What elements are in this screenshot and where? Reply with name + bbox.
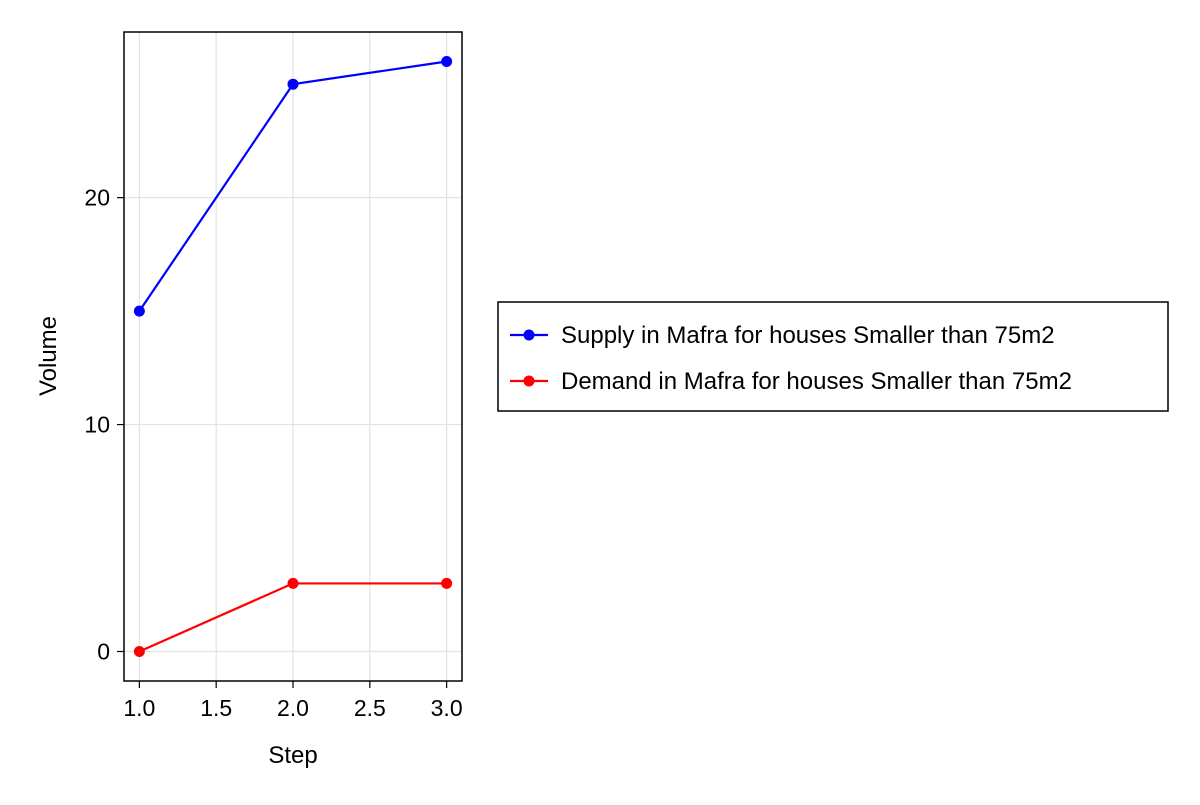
legend-box xyxy=(497,301,1169,412)
y-tick-label: 10 xyxy=(84,412,110,438)
y-tick-label: 0 xyxy=(97,639,110,665)
x-tick-label: 3.0 xyxy=(431,695,463,721)
data-point xyxy=(287,78,299,90)
ticks: 1.0 1.5 2.0 2.5 3.0 0 10 20 xyxy=(84,185,462,721)
y-tick-label: 20 xyxy=(84,185,110,211)
x-tick-label: 1.5 xyxy=(200,695,232,721)
legend-label: Demand in Mafra for houses Smaller than … xyxy=(561,368,1072,395)
legend: Supply in Mafra for houses Smaller than … xyxy=(497,301,1169,412)
data-point xyxy=(133,646,145,657)
grid xyxy=(124,32,462,681)
legend-swatch-marker xyxy=(523,329,535,341)
legend-entries: Supply in Mafra for houses Smaller than … xyxy=(510,322,1072,395)
data-point xyxy=(441,56,453,67)
y-axis-label: Volume xyxy=(35,316,62,396)
x-axis-label: Step xyxy=(268,742,317,769)
data-point xyxy=(133,305,145,317)
x-tick-label: 2.5 xyxy=(354,695,386,721)
data-point xyxy=(287,577,299,589)
x-tick-label: 1.0 xyxy=(123,695,155,721)
x-tick-label: 2.0 xyxy=(277,695,309,721)
data-point xyxy=(441,577,453,589)
legend-label: Supply in Mafra for houses Smaller than … xyxy=(561,322,1055,349)
legend-swatch-marker xyxy=(523,375,535,387)
series-layer xyxy=(133,56,453,657)
